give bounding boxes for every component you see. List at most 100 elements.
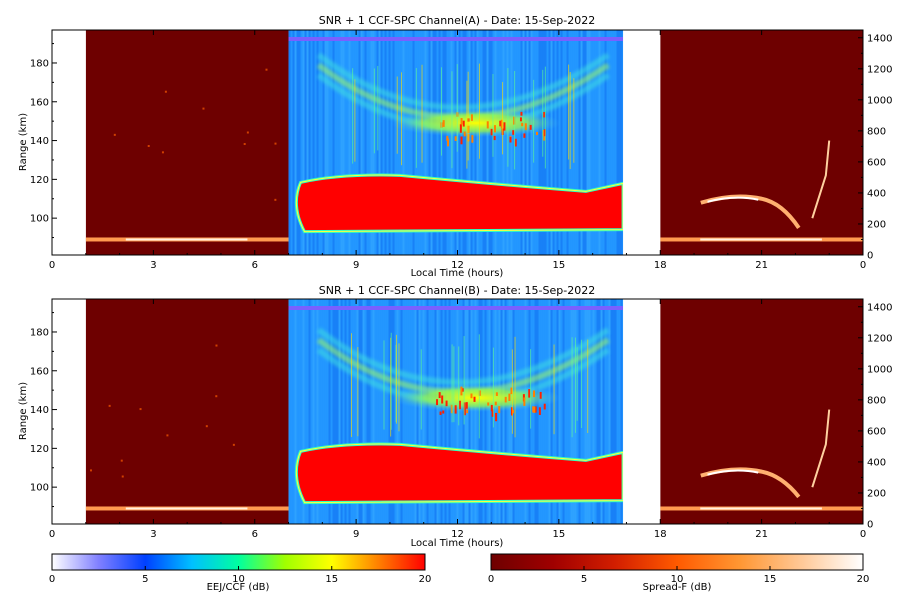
nighttime-trace-core-1-b [700, 507, 822, 510]
y2-tick-label-b: 1400 [867, 302, 892, 313]
y-tick-label-a: 120 [30, 175, 49, 186]
evening-echo-core-b [707, 469, 759, 476]
x-tick-label-b: 12 [451, 529, 464, 540]
y2-tick-label-b: 600 [867, 426, 886, 437]
x-tick-label-a: 0 [49, 260, 55, 271]
data-gap-0-b [52, 299, 86, 524]
data-gap-1-a [623, 30, 661, 255]
x-tick-label-a: 6 [252, 260, 258, 271]
colorbar-tick-label: 15 [325, 574, 338, 585]
panel-a: SNR + 1 CCF-SPC Channel(A) - Date: 15-Se… [18, 14, 892, 279]
colorbar-tick-label: 20 [419, 574, 432, 585]
colorbar-tick-label: 0 [49, 574, 55, 585]
x-tick-label-a: 0 [860, 260, 866, 271]
y2-tick-label-a: 1000 [867, 95, 892, 106]
plume-echo-b [811, 409, 831, 488]
y-tick-label-b: 100 [30, 483, 49, 494]
spreadf-specks-b [89, 344, 235, 478]
spreadf-specks-a [113, 68, 277, 201]
colorbar-tick-label: 10 [232, 574, 245, 585]
eej-background-streaks-a [288, 30, 625, 255]
y-tick-label-a: 180 [30, 58, 49, 69]
colorbar-tick-label: 5 [581, 574, 587, 585]
x-tick-label-b: 15 [553, 529, 566, 540]
x-tick-label-a: 9 [353, 260, 359, 271]
colorbar-tick-label: 20 [857, 574, 870, 585]
evening-echo-core-a [707, 196, 759, 203]
x-tick-label-a: 12 [451, 260, 464, 271]
colorbar-eej: EEJ/CCF (dB) 0 5 10 15 20 [49, 553, 432, 593]
nighttime-trace-core-0-a [125, 238, 248, 241]
eej-band-edge-b [295, 443, 624, 504]
panel-b: SNR + 1 CCF-SPC Channel(B) - Date: 15-Se… [18, 284, 892, 549]
y-axis-label-b: Range (km) [18, 382, 29, 440]
chart-title-b: SNR + 1 CCF-SPC Channel(B) - Date: 15-Se… [319, 284, 595, 297]
plot-frame-b [51, 298, 864, 525]
y-tick-label-a: 100 [30, 214, 49, 225]
x-tick-label-a: 15 [553, 260, 566, 271]
y2-tick-label-a: 0 [867, 251, 873, 262]
eej-top-band-b [288, 306, 624, 310]
x-tick-label-b: 21 [755, 529, 768, 540]
colorbar-tick-label: 0 [488, 574, 494, 585]
eej-band-edge-a [295, 174, 624, 233]
segment-spreadf-2-a [660, 30, 863, 255]
y2-tick-label-a: 600 [867, 157, 886, 168]
segment-spreadf-0-a [85, 30, 289, 255]
x-tick-label-b: 0 [860, 529, 866, 540]
chart-title-a: SNR + 1 CCF-SPC Channel(A) - Date: 15-Se… [319, 14, 595, 27]
y2-tick-label-b: 200 [867, 488, 886, 499]
x-tick-label-b: 3 [150, 529, 156, 540]
colorbar-tick-label: 5 [142, 574, 148, 585]
y2-tick-label-a: 1200 [867, 64, 892, 75]
y-tick-label-b: 120 [30, 444, 49, 455]
eej-top-band-a [288, 37, 624, 41]
y-tick-label-b: 180 [30, 327, 49, 338]
x-tick-label-b: 0 [49, 529, 55, 540]
plume-echo-a [811, 140, 831, 219]
y2-tick-label-a: 1400 [867, 33, 892, 44]
y2-tick-label-a: 400 [867, 188, 886, 199]
y-tick-label-b: 160 [30, 366, 49, 377]
y2-tick-label-b: 1000 [867, 364, 892, 375]
y2-tick-label-b: 1200 [867, 333, 892, 344]
colorbar-tick-label: 10 [671, 574, 684, 585]
y-axis-ticks-a: 100 120 140 160 180 [30, 43, 57, 239]
segment-spreadf-2-b [660, 299, 863, 524]
colorbar-tick-label: 15 [764, 574, 777, 585]
data-gap-1-b [623, 299, 661, 524]
ccf-vertical-streaks-a [352, 63, 575, 170]
y2-axis-ticks-b: 0 200 400 600 800 1000 1200 1400 [858, 302, 892, 531]
x-tick-label-b: 9 [353, 529, 359, 540]
ccf-arc-core-a [390, 109, 561, 138]
y2-axis-ticks-a: 0 200 400 600 800 1000 1200 1400 [858, 33, 892, 262]
y2-tick-label-b: 800 [867, 395, 886, 406]
nighttime-trace-core-0-b [125, 507, 248, 510]
colorbar-spreadf-label: Spread-F (dB) [643, 582, 712, 593]
colorbar-spreadf: Spread-F (dB) 0 5 10 15 20 [488, 553, 870, 593]
y-tick-label-b: 140 [30, 405, 49, 416]
x-tick-label-a: 18 [654, 260, 667, 271]
y2-tick-label-a: 200 [867, 219, 886, 230]
x-tick-label-b: 6 [252, 529, 258, 540]
ccf-arc-core-b [390, 383, 561, 412]
x-tick-label-a: 3 [150, 260, 156, 271]
y-tick-label-a: 140 [30, 136, 49, 147]
plot-frame-a [51, 29, 864, 256]
x-axis-ticks-a: 0 3 6 9 12 15 18 21 0 [49, 30, 866, 271]
data-gap-0-a [52, 30, 86, 255]
y2-tick-label-a: 800 [867, 126, 886, 137]
y2-tick-label-b: 0 [867, 520, 873, 531]
nighttime-trace-core-1-a [700, 238, 822, 241]
x-axis-ticks-b: 0 3 6 9 12 15 18 21 0 [49, 299, 866, 540]
colorbar-eej-label: EEJ/CCF (dB) [207, 582, 270, 593]
x-tick-label-b: 18 [654, 529, 667, 540]
x-tick-label-a: 21 [755, 260, 768, 271]
y-tick-label-a: 160 [30, 97, 49, 108]
y2-tick-label-b: 400 [867, 457, 886, 468]
x-axis-label-b: Local Time (hours) [411, 538, 504, 549]
ccf-vertical-streaks-b [351, 332, 589, 439]
segment-spreadf-0-b [85, 299, 289, 524]
x-axis-label-a: Local Time (hours) [411, 268, 504, 279]
